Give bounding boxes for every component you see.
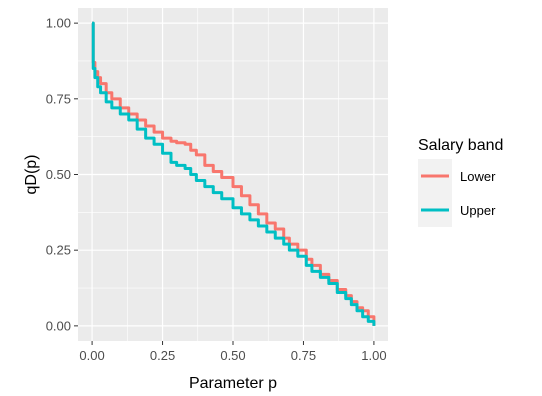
x-tick-label: 0.75 — [291, 348, 316, 363]
series-line-upper — [91, 21, 376, 326]
y-tick-label: 0.75 — [46, 91, 71, 106]
x-tick-label: 0.25 — [150, 348, 175, 363]
series-lines — [91, 21, 376, 326]
x-tick-label: 0.00 — [79, 348, 104, 363]
y-axis-title: qD(p) — [23, 154, 40, 194]
x-tick-label: 1.00 — [361, 348, 386, 363]
series-line-lower — [91, 21, 376, 326]
legend: Salary band Lower Upper — [418, 137, 503, 227]
y-axis: 0.00 0.25 0.50 0.75 1.00 — [46, 16, 78, 333]
y-tick-label: 1.00 — [46, 16, 71, 31]
legend-label-upper: Upper — [460, 203, 496, 218]
x-tick-label: 0.50 — [220, 348, 245, 363]
x-axis-title: Parameter p — [189, 375, 277, 392]
x-axis: 0.00 0.25 0.50 0.75 1.00 — [79, 341, 387, 363]
legend-label-lower: Lower — [460, 169, 496, 184]
legend-title: Salary band — [418, 137, 503, 154]
y-tick-label: 0.25 — [46, 243, 71, 258]
y-tick-label: 0.50 — [46, 167, 71, 182]
y-tick-label: 0.00 — [46, 318, 71, 333]
